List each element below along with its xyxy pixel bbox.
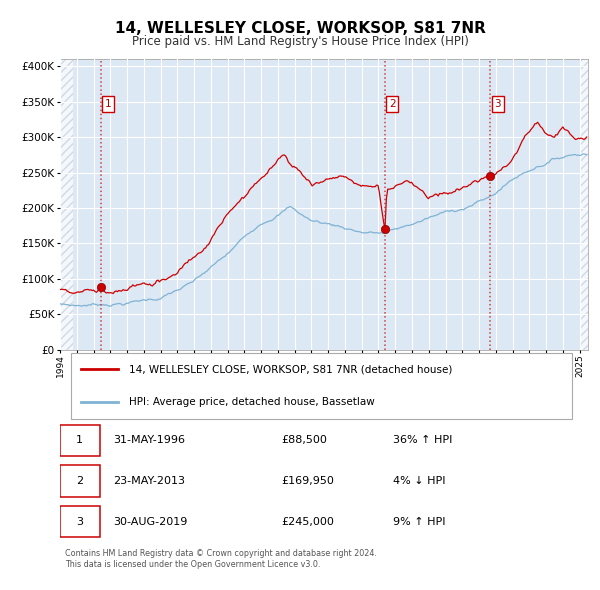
Text: 14, WELLESLEY CLOSE, WORKSOP, S81 7NR: 14, WELLESLEY CLOSE, WORKSOP, S81 7NR — [115, 21, 485, 35]
Text: £245,000: £245,000 — [282, 517, 335, 527]
Text: 9% ↑ HPI: 9% ↑ HPI — [392, 517, 445, 527]
Text: £88,500: £88,500 — [282, 435, 328, 445]
Text: 14, WELLESLEY CLOSE, WORKSOP, S81 7NR (detached house): 14, WELLESLEY CLOSE, WORKSOP, S81 7NR (d… — [128, 364, 452, 374]
Text: 1: 1 — [76, 435, 83, 445]
Text: Contains HM Land Registry data © Crown copyright and database right 2024.: Contains HM Land Registry data © Crown c… — [65, 549, 377, 558]
Text: Price paid vs. HM Land Registry's House Price Index (HPI): Price paid vs. HM Land Registry's House … — [131, 35, 469, 48]
Text: 30-AUG-2019: 30-AUG-2019 — [113, 517, 187, 527]
FancyBboxPatch shape — [60, 506, 100, 537]
Text: HPI: Average price, detached house, Bassetlaw: HPI: Average price, detached house, Bass… — [128, 397, 374, 407]
Text: 2: 2 — [76, 476, 83, 486]
FancyBboxPatch shape — [71, 353, 572, 419]
Text: This data is licensed under the Open Government Licence v3.0.: This data is licensed under the Open Gov… — [65, 560, 320, 569]
Text: 4% ↓ HPI: 4% ↓ HPI — [392, 476, 445, 486]
FancyBboxPatch shape — [60, 466, 100, 497]
Text: 3: 3 — [76, 517, 83, 527]
Text: 23-MAY-2013: 23-MAY-2013 — [113, 476, 185, 486]
FancyBboxPatch shape — [60, 425, 100, 456]
Text: 3: 3 — [494, 99, 501, 109]
Text: 31-MAY-1996: 31-MAY-1996 — [113, 435, 185, 445]
Text: 1: 1 — [105, 99, 112, 109]
Text: 2: 2 — [389, 99, 395, 109]
Text: £169,950: £169,950 — [282, 476, 335, 486]
Text: 36% ↑ HPI: 36% ↑ HPI — [392, 435, 452, 445]
